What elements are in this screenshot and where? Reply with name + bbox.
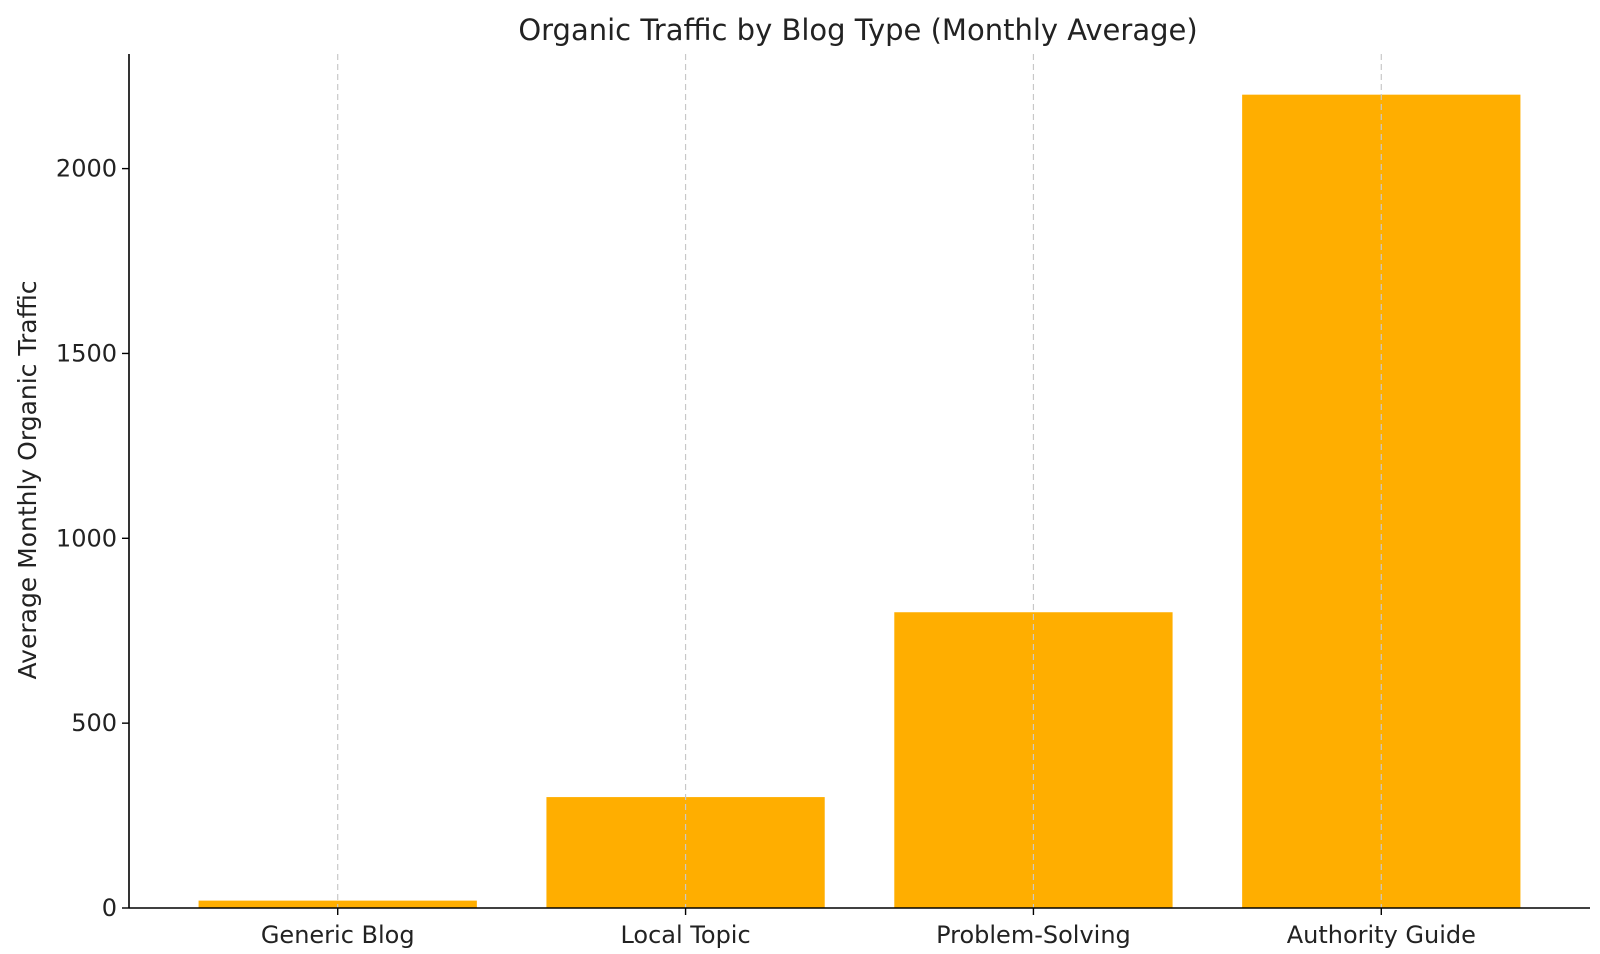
x-tick-label: Problem-Solving — [936, 921, 1131, 949]
x-tick-label: Authority Guide — [1287, 921, 1476, 949]
ticks-layer: 0 500 1000 1500 2000 Generic Blog Local Topic P… — [56, 155, 1476, 949]
y-tick-label: 0 — [102, 894, 117, 922]
x-tick-label: Local Topic — [620, 921, 750, 949]
axes-layer — [128, 54, 1590, 909]
y-axis-label: Average Monthly Organic Traffic — [13, 281, 42, 680]
bars-layer — [198, 54, 1521, 909]
chart-title: Organic Traffic by Blog Type (Monthly Av… — [518, 13, 1197, 47]
bar-local-topic — [546, 797, 825, 908]
y-tick-label: 1000 — [56, 524, 117, 552]
y-tick-label: 500 — [71, 709, 117, 737]
x-tick-label: Generic Blog — [261, 921, 415, 949]
bar-authority-guide — [1242, 94, 1521, 909]
y-tick-label: 2000 — [56, 155, 117, 183]
y-tick-label: 1500 — [56, 339, 117, 367]
